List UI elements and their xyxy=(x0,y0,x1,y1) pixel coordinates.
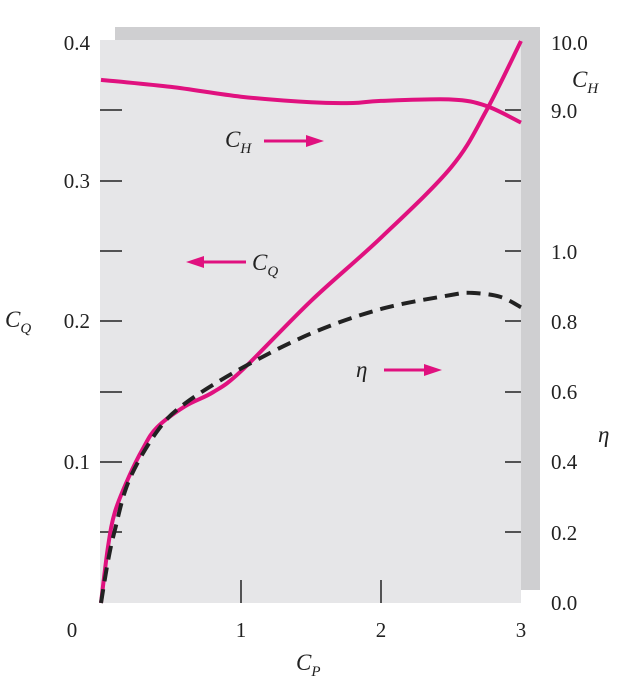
eta-tick-label: 0.0 xyxy=(551,591,577,615)
eta-tick-label: 0.2 xyxy=(551,521,577,545)
series-line-eta xyxy=(99,290,522,604)
left-tick-label: 0.3 xyxy=(64,169,90,193)
ch-tick-label: 10.0 xyxy=(551,31,588,55)
left-tick-label: 0.1 xyxy=(64,450,90,474)
ch-tick-label: 9.0 xyxy=(551,99,577,123)
right-axis-label-eta: η xyxy=(598,422,609,447)
eta-tick-label: 1.0 xyxy=(551,240,577,264)
arrow-right-icon xyxy=(384,364,442,376)
right-axis-label-ch: CH xyxy=(572,67,599,97)
x-tick-label: 3 xyxy=(516,618,527,642)
eta-tick-label: 0.8 xyxy=(551,310,577,334)
annotation-eta: η xyxy=(356,357,367,382)
series-line-cq xyxy=(99,40,523,604)
plot-area xyxy=(100,40,521,603)
left-axis-label: CQ xyxy=(5,307,31,337)
x-tick-label: 1 xyxy=(236,618,247,642)
series-line-ch xyxy=(100,77,522,125)
eta-tick-label: 0.6 xyxy=(551,380,577,404)
arrow-right-icon xyxy=(264,135,324,147)
x-tick-label: 2 xyxy=(376,618,387,642)
eta-tick-label: 0.4 xyxy=(551,450,578,474)
x-tick-label: 0 xyxy=(67,618,78,642)
left-tick-label: 0.4 xyxy=(64,31,91,55)
arrow-left-icon xyxy=(186,256,246,268)
left-tick-label: 0.2 xyxy=(64,309,90,333)
x-axis-label: CP xyxy=(296,650,321,680)
